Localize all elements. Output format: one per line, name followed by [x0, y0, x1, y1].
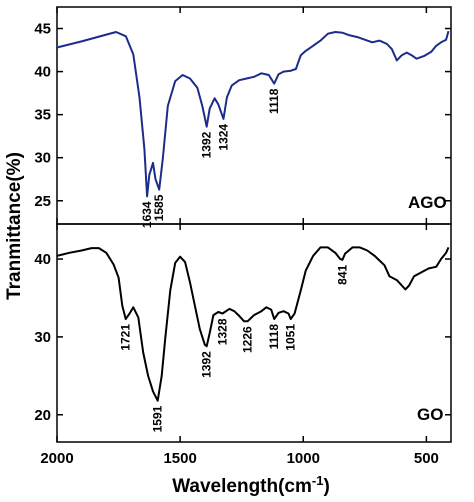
y-axis-title: Tranmittance(%): [4, 152, 25, 300]
peak-label-go: 1392: [200, 351, 214, 378]
y-tick-label-go: 40: [34, 251, 51, 268]
series-line-ago: [56, 30, 450, 198]
peak-label-ago: 1585: [152, 194, 166, 221]
x-axis: 2000 1500 1000 500: [40, 450, 439, 467]
y-tick-label-go: 20: [34, 407, 51, 424]
x-tick-label: 500: [414, 450, 439, 467]
panel-label-ago: AGO: [408, 193, 447, 212]
peak-label-go: 1721: [119, 324, 133, 351]
y-tick-label-ago: 35: [34, 107, 51, 124]
peak-label-go: 1051: [284, 324, 298, 351]
peak-label-ago: 1118: [267, 88, 281, 114]
y-tick-label-go: 30: [34, 329, 51, 346]
x-tick-label: 1000: [287, 450, 320, 467]
peak-label-ago: 1324: [217, 124, 231, 151]
series-line-go: [56, 246, 450, 402]
y-tick-label-ago: 25: [34, 193, 51, 210]
x-tick-label: 2000: [40, 450, 73, 467]
peak-label-go: 1118: [267, 324, 281, 350]
peak-label-go: 1591: [151, 405, 165, 432]
x-axis-title-superscript: -1: [312, 473, 324, 488]
peak-label-ago: 1392: [200, 131, 214, 158]
panel-label-go: GO: [417, 405, 443, 424]
peak-label-go: 841: [335, 264, 349, 284]
y-tick-label-ago: 45: [34, 21, 51, 38]
plot-frame-go: [56, 223, 452, 443]
peak-label-go: 1226: [241, 326, 255, 353]
x-axis-title: Wavelength(cm-1): [172, 473, 330, 497]
x-tick-label: 1500: [163, 450, 196, 467]
y-tick-label-ago: 30: [34, 150, 51, 167]
y-tick-label-ago: 40: [34, 64, 51, 81]
peak-label-go: 1328: [216, 318, 230, 345]
peak-label-ago: 1634: [140, 201, 154, 228]
